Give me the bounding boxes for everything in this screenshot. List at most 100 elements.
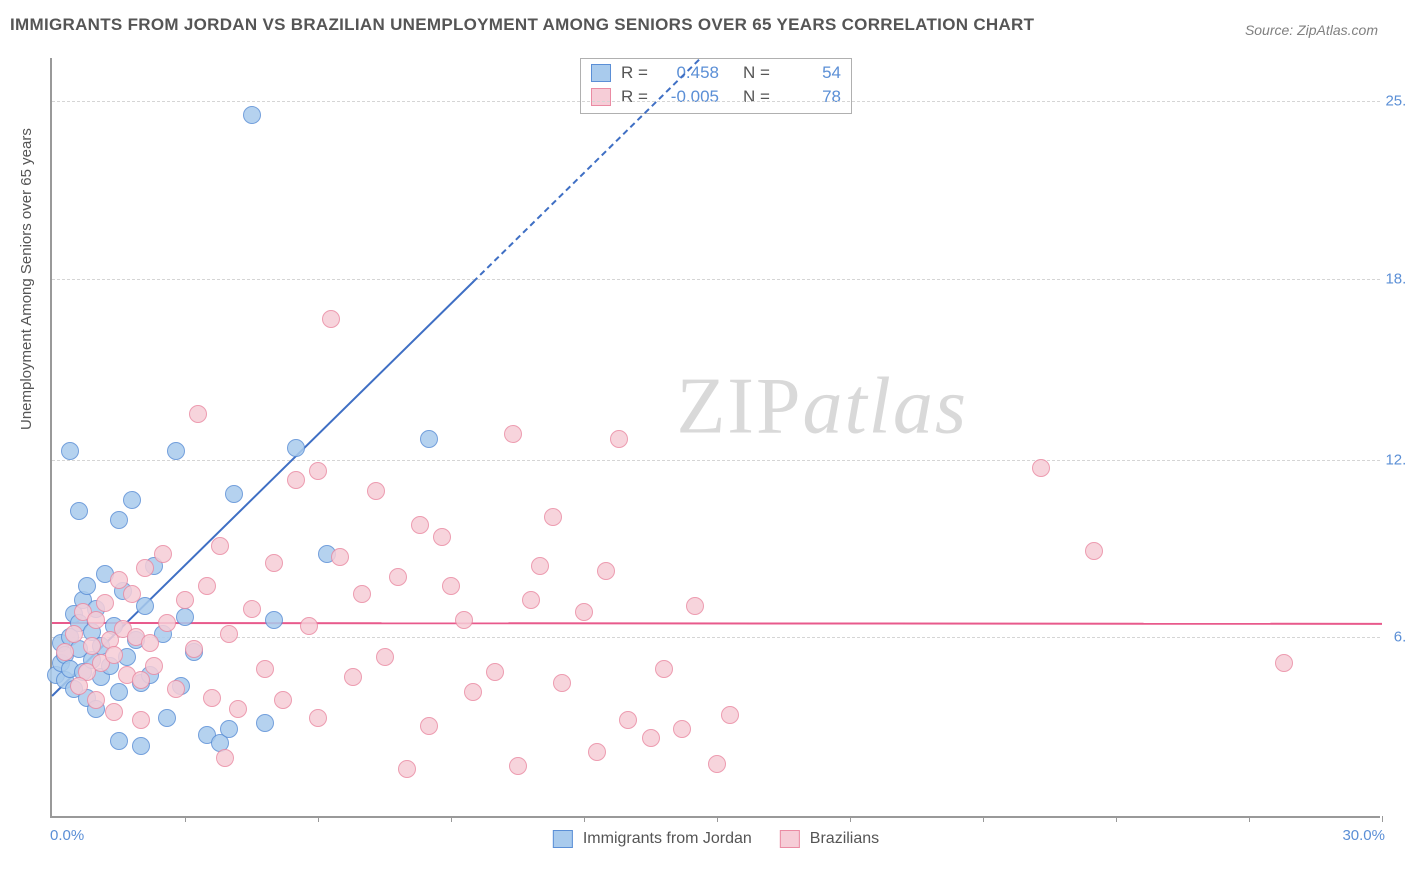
y-axis-title: Unemployment Among Seniors over 65 years <box>18 128 35 430</box>
scatter-point <box>211 537 229 555</box>
scatter-point <box>655 660 673 678</box>
legend-swatch <box>780 830 800 848</box>
scatter-point <box>610 430 628 448</box>
scatter-point <box>256 714 274 732</box>
scatter-point <box>158 614 176 632</box>
scatter-point <box>322 310 340 328</box>
scatter-point <box>455 611 473 629</box>
legend-n-value: 78 <box>785 87 841 107</box>
scatter-point <box>132 671 150 689</box>
scatter-plot-area: ZIPatlas R =0.458N =54R =-0.005N =78 0.0… <box>50 58 1380 818</box>
scatter-point <box>708 755 726 773</box>
scatter-point <box>110 683 128 701</box>
scatter-point <box>243 600 261 618</box>
scatter-point <box>504 425 522 443</box>
scatter-point <box>486 663 504 681</box>
scatter-point <box>70 502 88 520</box>
scatter-point <box>132 711 150 729</box>
scatter-point <box>553 674 571 692</box>
legend-n-label: N = <box>743 63 779 83</box>
x-tick <box>1382 816 1383 822</box>
legend-series-item: Brazilians <box>780 830 879 848</box>
x-tick <box>850 816 851 822</box>
scatter-point <box>274 691 292 709</box>
legend-series-item: Immigrants from Jordan <box>553 830 752 848</box>
scatter-point <box>220 720 238 738</box>
correlation-legend: R =0.458N =54R =-0.005N =78 <box>580 58 852 114</box>
scatter-point <box>531 557 549 575</box>
scatter-point <box>176 591 194 609</box>
scatter-point <box>189 405 207 423</box>
scatter-point <box>686 597 704 615</box>
scatter-point <box>673 720 691 738</box>
x-axis-origin-label: 0.0% <box>50 827 84 844</box>
scatter-point <box>123 491 141 509</box>
scatter-point <box>203 689 221 707</box>
scatter-point <box>464 683 482 701</box>
legend-correlation-row: R =0.458N =54 <box>591 61 841 85</box>
scatter-point <box>344 668 362 686</box>
y-gridline <box>52 279 1380 280</box>
scatter-point <box>721 706 739 724</box>
scatter-point <box>522 591 540 609</box>
scatter-point <box>265 554 283 572</box>
y-tick-label: 25.0% <box>1385 93 1406 110</box>
scatter-point <box>167 680 185 698</box>
scatter-point <box>243 106 261 124</box>
scatter-point <box>367 482 385 500</box>
scatter-point <box>141 634 159 652</box>
scatter-point <box>123 585 141 603</box>
scatter-point <box>1085 542 1103 560</box>
scatter-point <box>331 548 349 566</box>
scatter-point <box>154 545 172 563</box>
x-tick <box>584 816 585 822</box>
scatter-point <box>136 559 154 577</box>
y-tick-label: 6.3% <box>1394 629 1406 646</box>
y-gridline <box>52 637 1380 638</box>
scatter-point <box>642 729 660 747</box>
x-tick <box>318 816 319 822</box>
scatter-point <box>287 439 305 457</box>
scatter-point <box>83 637 101 655</box>
scatter-point <box>1032 459 1050 477</box>
y-gridline <box>52 101 1380 102</box>
x-tick <box>717 816 718 822</box>
scatter-point <box>78 577 96 595</box>
scatter-point <box>145 657 163 675</box>
scatter-point <box>110 571 128 589</box>
trend-line <box>52 622 1382 625</box>
scatter-point <box>176 608 194 626</box>
scatter-point <box>216 749 234 767</box>
scatter-point <box>132 737 150 755</box>
x-axis-max-label: 30.0% <box>1342 827 1385 844</box>
legend-series-label: Immigrants from Jordan <box>583 830 752 848</box>
scatter-point <box>442 577 460 595</box>
scatter-point <box>411 516 429 534</box>
x-tick <box>185 816 186 822</box>
scatter-point <box>96 594 114 612</box>
scatter-point <box>110 511 128 529</box>
scatter-point <box>1275 654 1293 672</box>
scatter-point <box>229 700 247 718</box>
scatter-point <box>220 625 238 643</box>
scatter-point <box>575 603 593 621</box>
chart-title: IMMIGRANTS FROM JORDAN VS BRAZILIAN UNEM… <box>10 15 1034 35</box>
scatter-point <box>389 568 407 586</box>
scatter-point <box>110 732 128 750</box>
legend-swatch <box>553 830 573 848</box>
scatter-point <box>353 585 371 603</box>
scatter-point <box>433 528 451 546</box>
scatter-point <box>56 643 74 661</box>
scatter-point <box>105 703 123 721</box>
scatter-point <box>105 646 123 664</box>
x-tick <box>1116 816 1117 822</box>
legend-n-value: 54 <box>785 63 841 83</box>
scatter-point <box>309 462 327 480</box>
legend-n-label: N = <box>743 87 779 107</box>
scatter-point <box>597 562 615 580</box>
scatter-point <box>158 709 176 727</box>
scatter-point <box>87 691 105 709</box>
scatter-point <box>256 660 274 678</box>
scatter-point <box>225 485 243 503</box>
legend-correlation-row: R =-0.005N =78 <box>591 85 841 109</box>
